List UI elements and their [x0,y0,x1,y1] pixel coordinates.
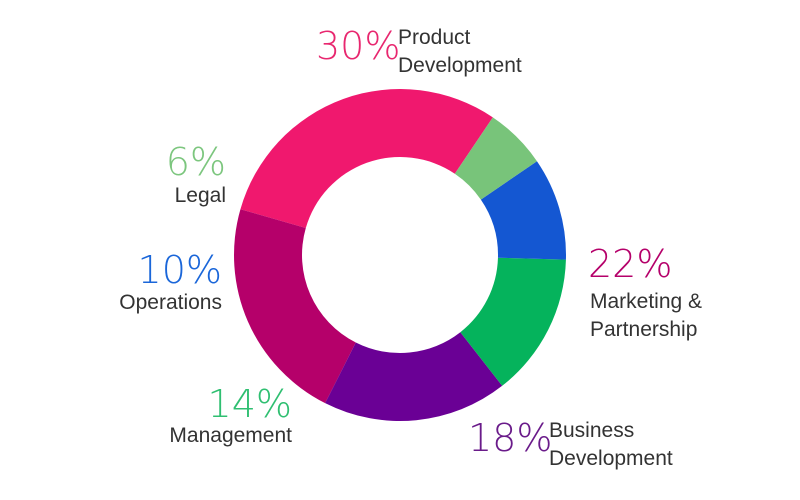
category-label-line: Operations [119,291,222,314]
category-label-line: Development [398,54,522,77]
donut-slice-operations [480,161,567,260]
donut-slices [234,89,567,421]
donut-slice-product-development [240,89,493,228]
value-label-management: 14% [207,382,292,426]
category-label-marketing-partnership: Marketing & Partnership [590,288,702,344]
category-label-line: Legal [174,184,226,207]
value-label-marketing-partnership: 22% [588,242,673,286]
category-label-management: Management [169,422,292,450]
value-label-legal: 6% [165,140,226,184]
category-label-line: Partnership [590,318,698,341]
category-label-line: Product [398,26,471,49]
donut-slice-management [460,257,566,386]
category-label-line: Management [169,424,292,447]
value-label-product-development: 30% [316,24,401,68]
donut-slice-legal [454,117,537,200]
donut-slice-business-development [325,332,503,421]
category-label-line: Marketing & [590,290,703,313]
category-label-operations: Operations [119,289,222,317]
category-label-line: Development [549,447,673,470]
value-label-operations: 10% [137,248,222,292]
category-label-line: Business [549,419,635,442]
value-label-business-development: 18% [468,416,553,460]
donut-slice-marketing-partnership [234,209,356,404]
category-label-legal: Legal [175,182,226,210]
category-label-business-development: Business Development [549,417,673,473]
category-label-product-development: Product Development [398,24,522,80]
